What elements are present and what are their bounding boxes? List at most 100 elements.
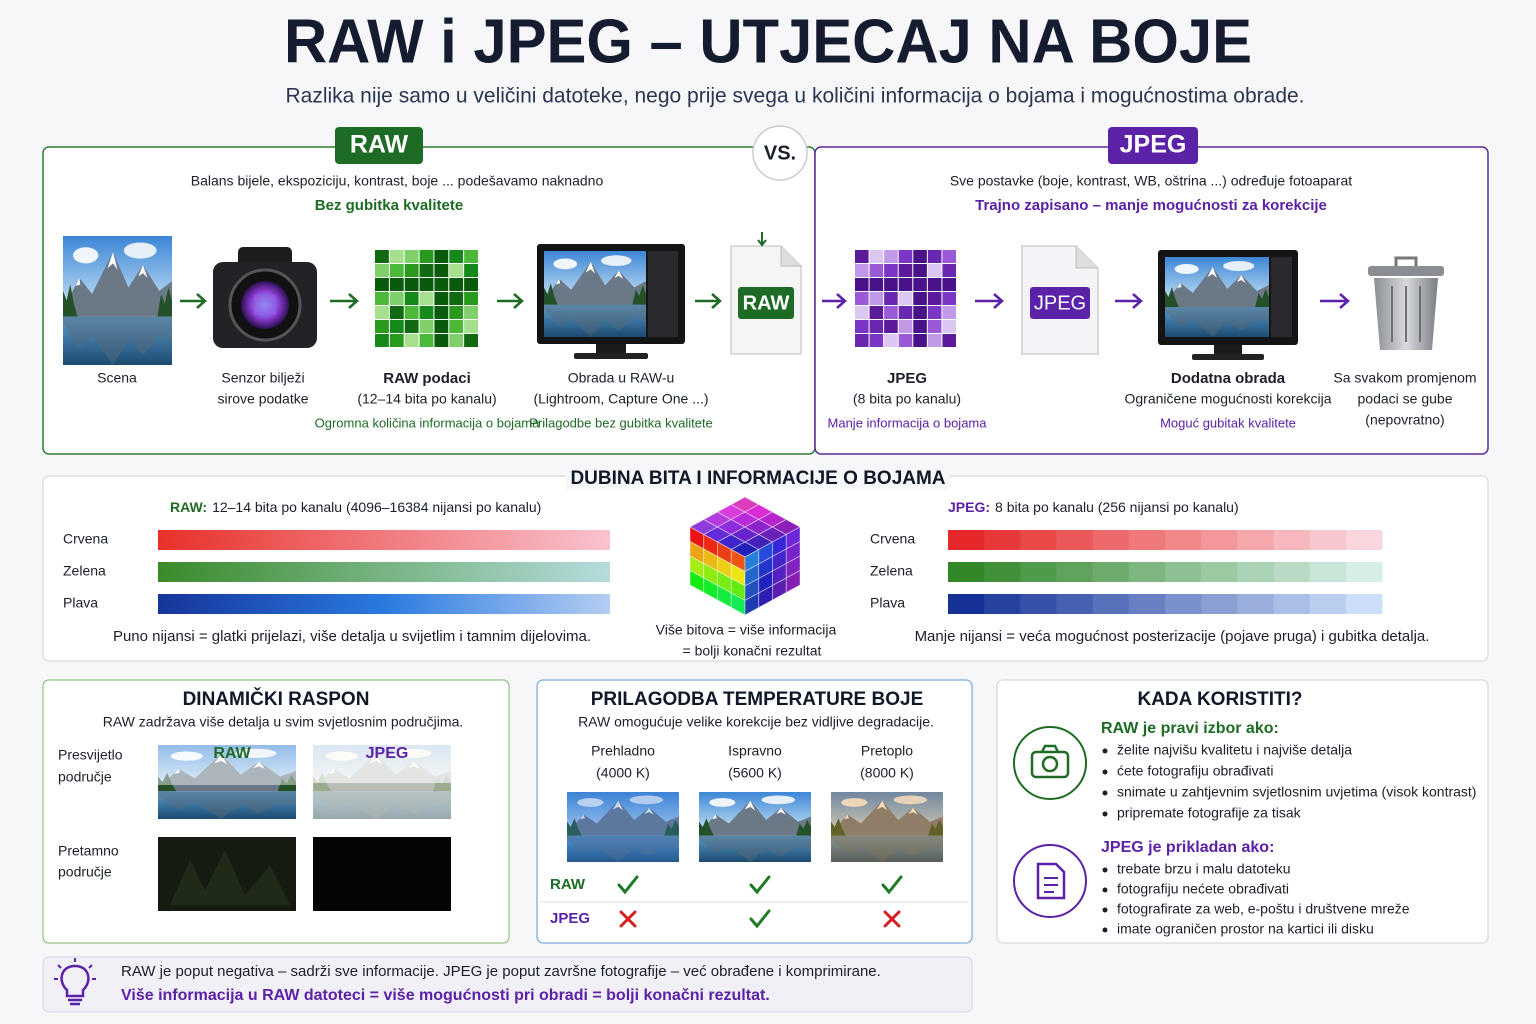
footer-part: [42, 956, 973, 1013]
list-item: fotografirate za web, e-poštu i društven…: [1117, 901, 1410, 917]
grid-cell: [419, 334, 434, 347]
vs-badge-part: [752, 125, 808, 181]
posterized-step: [1092, 562, 1130, 582]
bit-depth-panel-part: [158, 594, 610, 614]
grid-cell: [449, 264, 464, 277]
step-label: podaci se gube: [1358, 391, 1453, 407]
channel-label: Crvena: [63, 531, 108, 547]
grid-cell: [404, 306, 419, 319]
when-to-use-panel-part: [1036, 862, 1066, 900]
posterized-step: [1201, 594, 1238, 614]
jpeg-depth-header-part: 8 bita po kanalu (256 nijansi po kanalu): [995, 499, 1239, 515]
footer-part: [68, 998, 82, 1006]
grid-cell: [898, 264, 913, 277]
posterized-step: [1345, 594, 1383, 614]
grid-cell: [375, 278, 389, 291]
cube-cell: [785, 569, 801, 594]
grid-cell: [884, 320, 898, 333]
temperature-panel: PRILAGODBA TEMPERATURE BOJE RAW omogućuj…: [536, 679, 973, 944]
temperature-tint: [567, 792, 679, 862]
monitor-raw: [537, 244, 685, 359]
posterized-step: [1020, 530, 1057, 550]
check-mark: [617, 875, 639, 895]
raw-highlight: Bez gubitka kvalitete: [315, 197, 463, 214]
step-note: Ogromna količina informacija o bojama: [315, 415, 540, 430]
arrow: [330, 293, 359, 309]
grid-cell: [375, 334, 389, 347]
vs-badge: VS.: [752, 125, 808, 181]
dynamic-range-subtitle: RAW zadržava više detalja u svim svjetlo…: [103, 714, 464, 730]
posterized-step: [1128, 562, 1166, 582]
jpeg-panel: JPEG Sve postavke (boje, kontrast, WB, o…: [814, 127, 1489, 455]
raw-badge: RAW: [350, 131, 409, 159]
grid-cell: [927, 250, 942, 263]
dynamic-range-title: DINAMIČKI RASPON: [183, 688, 370, 710]
raw-depth-header-part: 12–14 bita po kanalu (4096–16384 nijansi…: [212, 499, 541, 515]
grid-cell: [855, 306, 869, 319]
posterized-step: [1309, 530, 1347, 550]
grid-cell: [942, 334, 956, 347]
list-item: trebate brzu i malu datoteku: [1117, 861, 1291, 877]
dynamic-range-panel-part: [170, 850, 290, 905]
grid-cell: [927, 306, 942, 319]
grid-cell: [404, 264, 419, 277]
jpeg-highlight: Trajno zapisano – manje mogućnosti za ko…: [975, 197, 1327, 214]
when-to-use-panel-part: [1013, 844, 1087, 918]
posterized-step: [1237, 530, 1274, 550]
posterized-step: [1092, 530, 1130, 550]
grid-cell: [869, 250, 884, 263]
raw-file-icon: RAW: [730, 232, 802, 355]
arrow: [180, 293, 207, 309]
grid-cell: [898, 320, 913, 333]
grid-cell: [884, 278, 898, 291]
posterized-step: [1309, 594, 1347, 614]
raw-file-icon-part: [757, 232, 767, 247]
bullet: [1102, 811, 1108, 817]
grid-cell: [404, 278, 419, 291]
monitor-jpeg-part: [1165, 257, 1269, 337]
posterized-step: [1165, 562, 1202, 582]
trash-icon-part: [1368, 266, 1444, 276]
grid-cell: [898, 306, 913, 319]
grid-cell: [927, 264, 942, 277]
grid-cell: [389, 320, 404, 333]
grid-cell: [927, 320, 942, 333]
row-label: Presvijetlo: [58, 747, 123, 763]
title: RAW i JPEG – UTJECAJ NA BOJE: [284, 7, 1252, 76]
grid-cell: [434, 264, 449, 277]
when-to-use-panel-part: [1041, 755, 1059, 773]
grid-cell: [389, 278, 404, 291]
row-label: RAW: [550, 876, 586, 893]
step-label: Obrada u RAW-u: [568, 370, 675, 386]
bullet: [1102, 748, 1108, 754]
footer: RAW je poput negativa – sadrži sve infor…: [42, 956, 973, 1013]
arrow: [695, 293, 722, 309]
raw-depth-header-part: RAW:: [170, 499, 207, 515]
posterized-step: [1020, 562, 1057, 582]
vs-label: VS.: [764, 142, 796, 164]
posterized-step: [1092, 594, 1130, 614]
jpeg-badge: JPEG: [1120, 131, 1187, 159]
when-to-use-panel-part: [1030, 750, 1070, 779]
grid-cell: [464, 306, 478, 319]
channel-label: Zelena: [63, 563, 106, 579]
channel-label: Plava: [63, 595, 98, 611]
bit-depth-panel-part: [158, 562, 610, 582]
list-item: fotografiju nećete obrađivati: [1117, 881, 1289, 897]
grid-cell: [942, 250, 956, 263]
when-to-use-title: KADA KORISTITI?: [1137, 689, 1302, 710]
column-kelvin: (8000 K): [860, 765, 914, 781]
grid-cell: [869, 320, 884, 333]
list-item: pripremate fotografije za tisak: [1117, 805, 1302, 821]
grid-cell: [913, 306, 927, 319]
posterized-step: [1309, 562, 1347, 582]
posterized-step: [1273, 562, 1311, 582]
posterized-step: [984, 562, 1021, 582]
grid-cell: [419, 292, 434, 305]
grid-cell: [434, 292, 449, 305]
check-mark: [749, 875, 771, 895]
jpeg-depth-header: JPEG: 8 bita po kanalu (256 nijansi po ka…: [948, 499, 1239, 515]
grid-cell: [375, 292, 389, 305]
posterized-step: [1056, 594, 1094, 614]
